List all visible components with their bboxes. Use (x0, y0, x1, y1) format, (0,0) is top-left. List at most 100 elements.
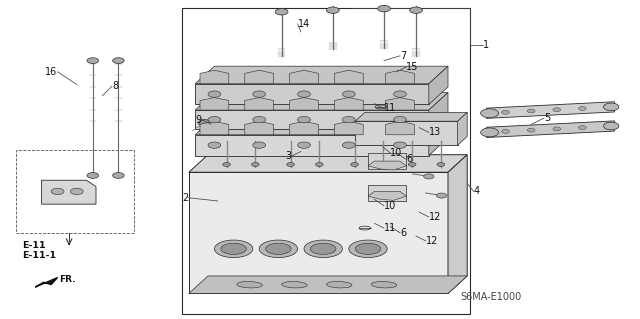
Circle shape (326, 7, 339, 13)
Text: 6: 6 (406, 154, 413, 165)
Circle shape (113, 173, 124, 178)
Circle shape (87, 58, 99, 63)
Circle shape (604, 103, 619, 111)
Ellipse shape (310, 243, 336, 255)
Polygon shape (35, 278, 58, 287)
Text: 2: 2 (182, 193, 189, 203)
Circle shape (502, 130, 509, 133)
Polygon shape (385, 70, 415, 84)
Polygon shape (195, 66, 448, 84)
Circle shape (208, 91, 221, 97)
Circle shape (275, 9, 288, 15)
Circle shape (394, 116, 406, 123)
Circle shape (298, 142, 310, 148)
Text: FR.: FR. (59, 275, 76, 284)
Circle shape (481, 109, 499, 118)
Polygon shape (486, 102, 614, 118)
Ellipse shape (221, 243, 246, 255)
Circle shape (424, 174, 434, 179)
Polygon shape (368, 191, 406, 200)
Text: 15: 15 (406, 62, 419, 72)
Polygon shape (195, 93, 448, 110)
Circle shape (223, 163, 230, 167)
Polygon shape (458, 113, 467, 145)
Text: 10: 10 (390, 148, 403, 158)
Polygon shape (42, 180, 96, 204)
Polygon shape (245, 98, 274, 110)
Ellipse shape (349, 240, 387, 258)
Circle shape (208, 142, 221, 148)
Circle shape (378, 5, 390, 12)
Circle shape (253, 142, 266, 148)
Text: E-11: E-11 (22, 241, 46, 250)
Polygon shape (189, 155, 467, 172)
Text: E-11-1: E-11-1 (22, 251, 56, 260)
Polygon shape (385, 121, 415, 135)
Polygon shape (448, 155, 467, 293)
Ellipse shape (266, 243, 291, 255)
Circle shape (553, 108, 561, 112)
Ellipse shape (282, 281, 307, 288)
Bar (182, 8, 470, 314)
Circle shape (342, 91, 355, 97)
Circle shape (287, 163, 294, 167)
Polygon shape (195, 110, 429, 129)
Polygon shape (335, 121, 364, 135)
Circle shape (253, 91, 266, 97)
Circle shape (604, 122, 619, 130)
Text: 8: 8 (112, 81, 118, 91)
Polygon shape (335, 70, 364, 84)
Ellipse shape (326, 281, 352, 288)
Polygon shape (355, 121, 458, 145)
Polygon shape (245, 70, 274, 84)
Text: 11: 11 (384, 103, 396, 114)
Circle shape (553, 127, 561, 131)
Text: 12: 12 (429, 212, 441, 222)
Circle shape (342, 116, 355, 123)
Polygon shape (429, 93, 448, 129)
Polygon shape (289, 98, 319, 110)
Polygon shape (195, 135, 429, 156)
Circle shape (408, 163, 416, 167)
Circle shape (113, 58, 124, 63)
Polygon shape (289, 70, 319, 84)
Text: 12: 12 (426, 236, 438, 246)
Text: 11: 11 (384, 223, 396, 233)
Polygon shape (355, 113, 467, 121)
Circle shape (87, 173, 99, 178)
Polygon shape (200, 121, 229, 135)
Polygon shape (368, 153, 406, 169)
Circle shape (436, 193, 447, 198)
Polygon shape (368, 161, 406, 170)
Circle shape (502, 110, 509, 114)
Polygon shape (368, 185, 406, 201)
Text: 16: 16 (45, 67, 58, 77)
Polygon shape (335, 98, 364, 110)
Circle shape (252, 163, 259, 167)
Circle shape (316, 163, 323, 167)
Ellipse shape (355, 243, 381, 255)
Circle shape (437, 163, 445, 167)
Polygon shape (385, 98, 415, 110)
Circle shape (481, 128, 499, 137)
Polygon shape (195, 117, 448, 135)
Circle shape (298, 116, 310, 123)
Bar (16, 150, 134, 233)
Circle shape (527, 128, 535, 132)
Ellipse shape (237, 281, 262, 288)
Text: 6: 6 (400, 228, 406, 238)
Polygon shape (189, 172, 448, 293)
Polygon shape (200, 98, 229, 110)
Ellipse shape (304, 240, 342, 258)
Text: 10: 10 (384, 201, 396, 211)
Ellipse shape (371, 281, 397, 288)
Ellipse shape (214, 240, 253, 258)
Polygon shape (289, 121, 319, 135)
Circle shape (298, 91, 310, 97)
Polygon shape (195, 84, 429, 105)
Circle shape (198, 120, 211, 126)
Circle shape (394, 91, 406, 97)
Text: S6MA-E1000: S6MA-E1000 (461, 292, 522, 302)
Circle shape (342, 142, 355, 148)
Circle shape (579, 107, 586, 110)
